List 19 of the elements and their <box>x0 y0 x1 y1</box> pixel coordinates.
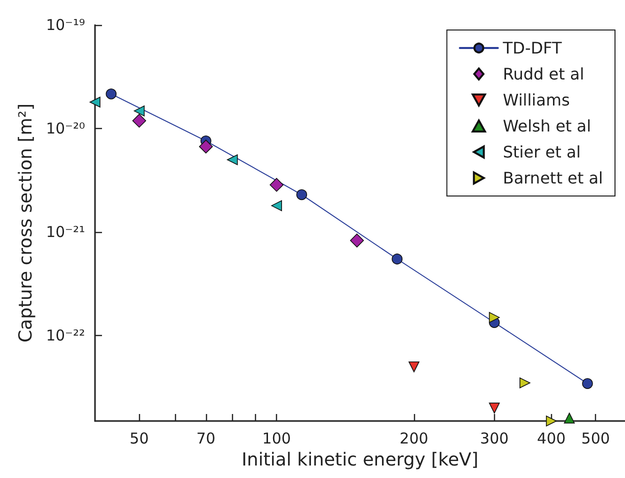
legend-label: Williams <box>502 90 570 110</box>
legend-label: Stier et al <box>502 142 581 162</box>
y-axis-title: Capture cross section [m²] <box>16 103 36 343</box>
legend-label: Welsh et al <box>502 116 592 136</box>
x-tick-label: 100 <box>262 430 291 448</box>
x-axis-title: Initial kinetic energy [keV] <box>242 450 478 470</box>
y-tick-label: 10⁻²² <box>46 326 85 345</box>
x-tick-label: 70 <box>196 430 216 448</box>
legend-label: Rudd et al <box>502 64 584 84</box>
y-tick-label: 10⁻²¹ <box>46 223 85 242</box>
x-tick-label: 200 <box>400 430 428 448</box>
legend-label: TD-DFT <box>502 38 562 58</box>
x-tick-label: 300 <box>480 430 509 448</box>
x-tick-label: 50 <box>130 430 149 448</box>
legend-label: Barnett et al <box>502 168 604 188</box>
y-tick-label: 10⁻²⁰ <box>46 120 85 138</box>
x-tick-label: 500 <box>581 430 610 448</box>
y-tick-label: 10⁻¹⁹ <box>46 16 85 34</box>
x-tick-label: 400 <box>537 430 566 448</box>
